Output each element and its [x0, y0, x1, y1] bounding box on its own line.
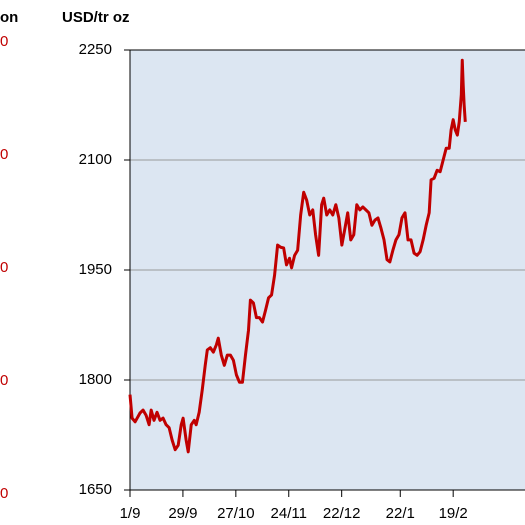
y2-tick-label: 0	[0, 372, 8, 389]
y-tick-label: 1800	[79, 371, 112, 388]
y2-tick-label: 0	[0, 259, 8, 276]
y-tick-label: 1650	[79, 481, 112, 498]
y2-axis-label: on	[0, 9, 18, 26]
x-tick-label: 19/2	[439, 505, 468, 522]
y2-tick-label: 0	[0, 485, 8, 502]
y-tick-label: 2250	[79, 41, 112, 58]
price-line	[128, 58, 467, 454]
x-tick-label: 22/12	[323, 505, 361, 522]
x-tick-label: 29/9	[168, 505, 197, 522]
y2-tick-label: 0	[0, 33, 8, 50]
y-axis-label: USD/tr oz	[62, 9, 130, 26]
x-tick-label: 22/1	[386, 505, 415, 522]
x-tick-label: 24/11	[271, 505, 307, 522]
y-tick-label: 2100	[79, 151, 112, 168]
y2-tick-label: 0	[0, 146, 8, 163]
y-tick-label: 1950	[79, 261, 112, 278]
x-tick-label: 27/10	[217, 505, 255, 522]
x-tick-label: 1/9	[120, 505, 141, 522]
